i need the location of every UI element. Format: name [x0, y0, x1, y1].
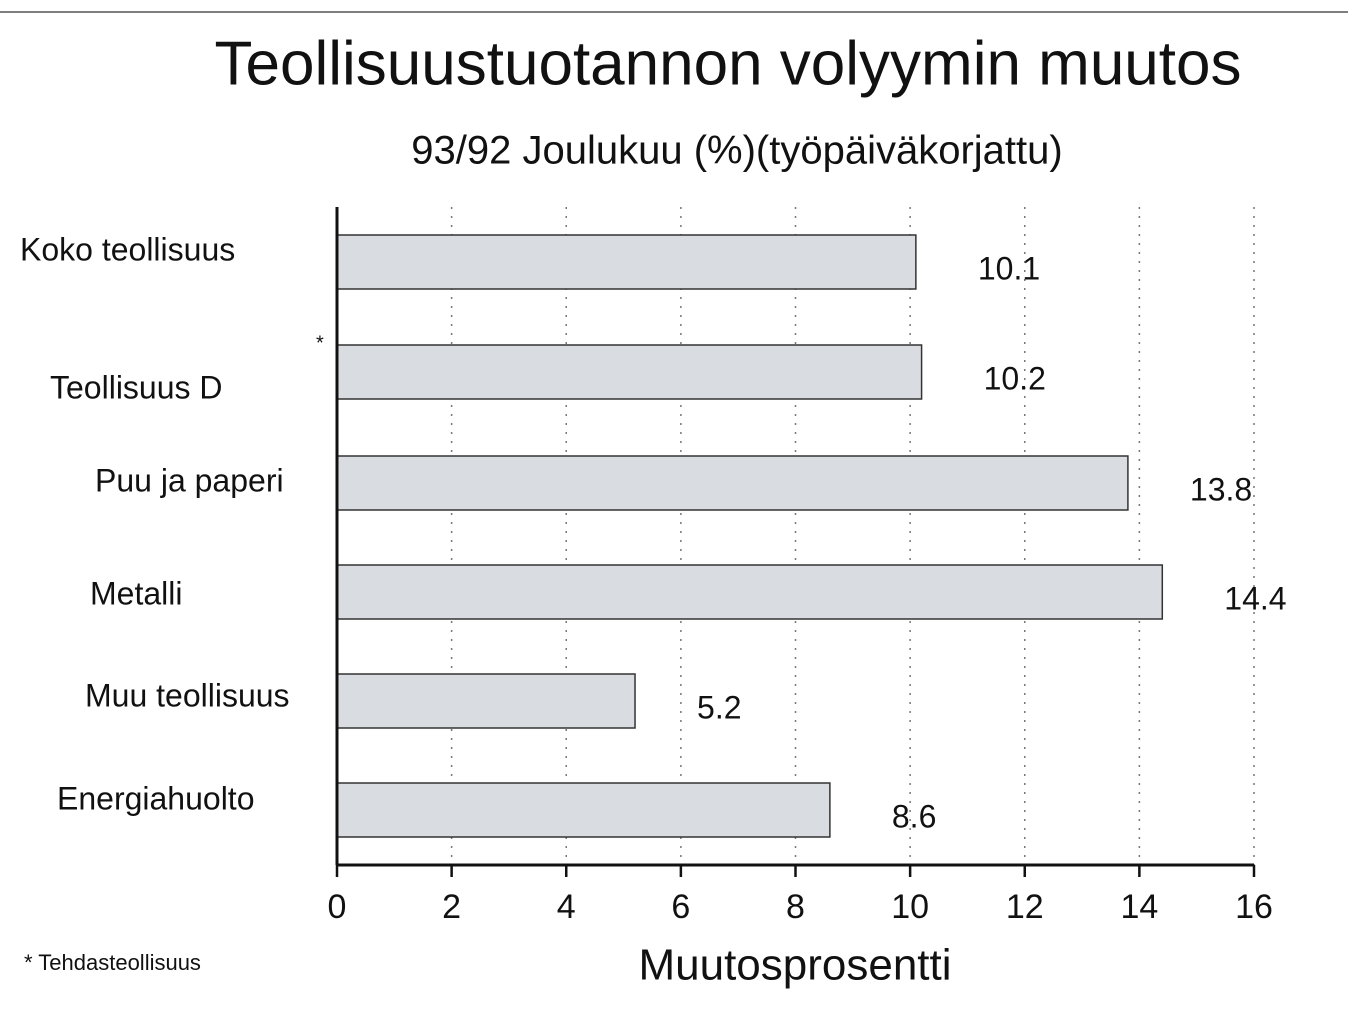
x-tick-label: 4: [557, 888, 576, 926]
y-tick-label: Muu teollisuus: [85, 677, 290, 713]
bar: [336, 455, 1129, 511]
bar: [336, 673, 636, 729]
data-label: 5.2: [697, 689, 741, 725]
y-tick-label: Energiahuolto: [57, 780, 254, 816]
data-label: 13.8: [1190, 471, 1252, 507]
x-tick-label: 6: [671, 888, 690, 926]
chart-subtitle: 93/92 Joulukuu (%)(työpäiväkorjattu): [411, 129, 1062, 173]
footnote: * Tehdasteollisuus: [24, 950, 201, 975]
data-label: 8.6: [892, 798, 936, 834]
footnote-marker: *: [316, 332, 324, 354]
x-tick-label: 12: [1006, 888, 1044, 926]
y-tick-label: Teollisuus D: [50, 369, 223, 405]
x-tick-label: 8: [786, 888, 805, 926]
y-tick-label: Puu ja paperi: [95, 462, 284, 498]
bar: [336, 564, 1164, 620]
data-label: 14.4: [1224, 580, 1286, 616]
x-tick-label: 2: [442, 888, 461, 926]
y-tick-label: Metalli: [90, 575, 182, 611]
x-tick-label: 10: [891, 888, 929, 926]
x-tick-label: 0: [328, 888, 347, 926]
data-label: 10.2: [984, 360, 1046, 396]
chart-title: Teollisuustuotannon volyymin muutos: [215, 29, 1242, 98]
x-axis-label: Muutosprosentti: [638, 941, 951, 990]
y-tick-label: Koko teollisuus: [20, 231, 235, 267]
data-label: 10.1: [978, 250, 1040, 286]
x-tick-label: 16: [1235, 888, 1273, 926]
x-tick-label: 14: [1120, 888, 1158, 926]
bar: [336, 782, 831, 838]
bar: [336, 234, 917, 290]
bar: [336, 344, 923, 400]
